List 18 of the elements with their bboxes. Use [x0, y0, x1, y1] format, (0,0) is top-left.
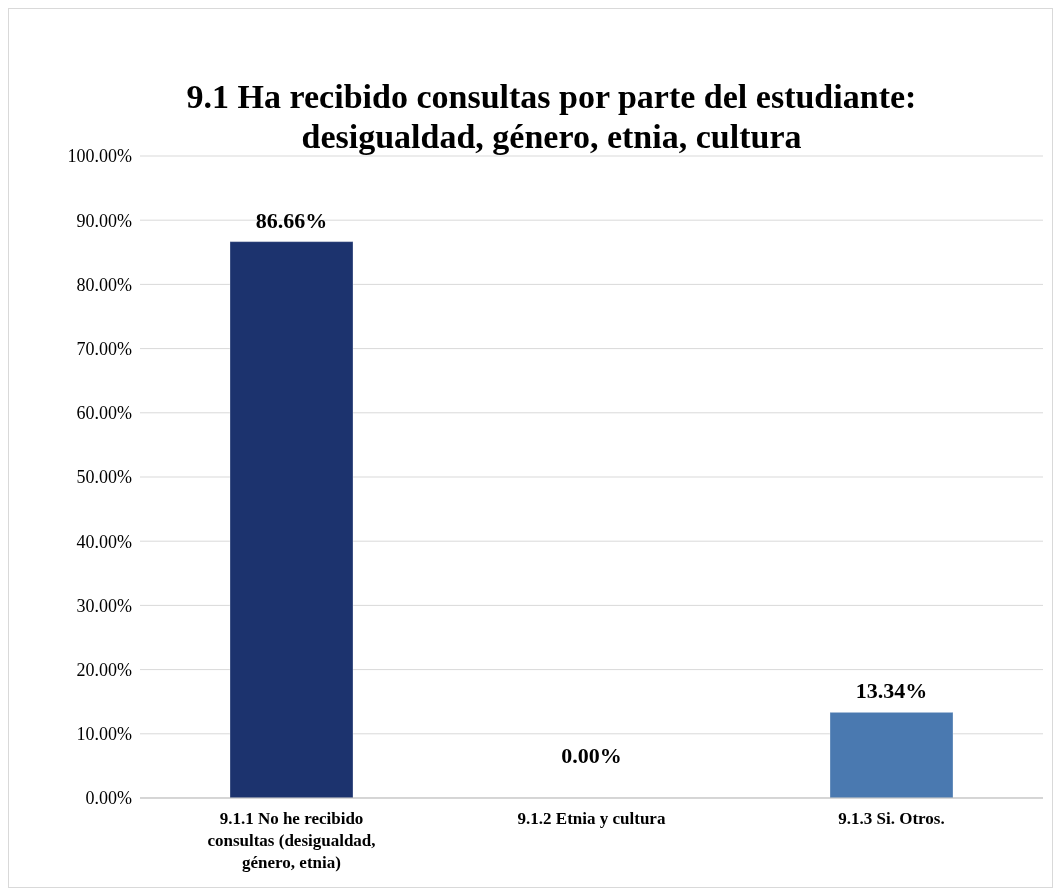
y-tick-label: 20.00%	[76, 659, 132, 680]
x-tick-label: 9.1.3 Si. Otros.	[838, 809, 945, 828]
x-tick-label: 9.1.1 No he recibido consultas (desigualdad, género, etnia)	[207, 809, 376, 872]
y-tick-label: 30.00%	[76, 595, 132, 616]
chart-title: 9.1 Ha recibido consultas por parte del estudiante: desigualdad, género, etnia, cultura	[186, 78, 917, 155]
y-tick-label: 10.00%	[76, 724, 132, 745]
data-label: 0.00%	[561, 743, 622, 768]
data-label: 13.34%	[855, 678, 928, 704]
y-tick-label: 100.00%	[67, 146, 132, 167]
x-tick-label: 9.1.2 Etnia y cultura	[517, 809, 666, 828]
y-tick-label: 60.00%	[76, 403, 132, 424]
y-tick-label: 40.00%	[76, 531, 132, 552]
y-tick-label: 50.00%	[76, 467, 132, 488]
data-label: 86.66%	[255, 207, 328, 233]
y-tick-label: 70.00%	[76, 338, 132, 359]
y-tick-label: 80.00%	[76, 274, 132, 295]
y-tick-label: 90.00%	[76, 210, 132, 231]
y-tick-label: 0.00%	[85, 788, 132, 809]
